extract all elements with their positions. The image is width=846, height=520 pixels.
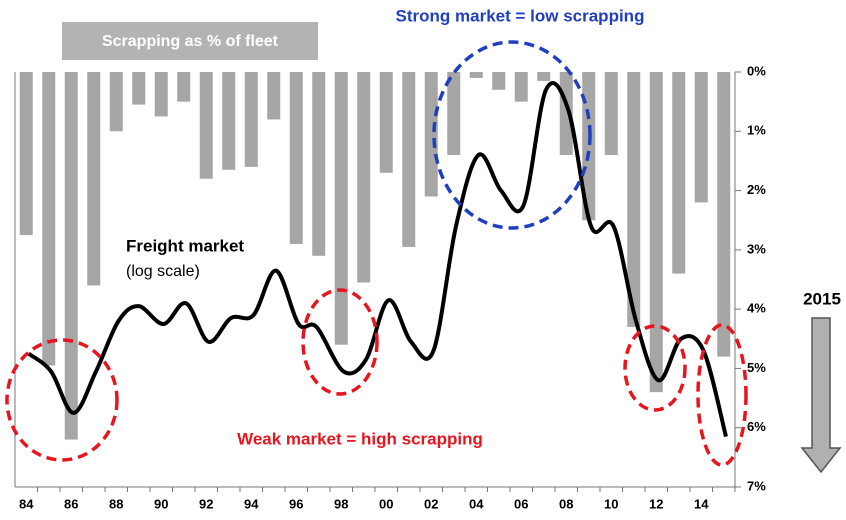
bar <box>244 72 258 167</box>
bar <box>199 72 213 179</box>
y-tick-label: 1% <box>747 123 766 138</box>
x-tick-label: 10 <box>604 496 618 511</box>
bar <box>582 72 596 221</box>
annotation: (log scale) <box>126 263 200 280</box>
x-tick-label: 14 <box>694 496 709 511</box>
y-tick-label: 0% <box>747 63 766 78</box>
highlight-ellipse <box>432 40 592 230</box>
x-tick-label: 00 <box>379 496 393 511</box>
arrow <box>800 317 842 474</box>
bar <box>109 72 123 132</box>
annotation: 2015 <box>803 289 841 308</box>
bar <box>672 72 686 274</box>
x-tick-label: 12 <box>649 496 663 511</box>
bar <box>267 72 281 120</box>
bar <box>604 72 618 155</box>
bar <box>154 72 168 117</box>
x-tick-label: 94 <box>244 496 259 511</box>
chart-title: Strong market = low scrapping <box>396 6 645 25</box>
highlight-ellipse <box>696 323 748 467</box>
bar <box>222 72 236 170</box>
x-tick-label: 86 <box>64 496 78 511</box>
bar <box>469 72 483 78</box>
x-tick-label: 06 <box>514 496 528 511</box>
y-tick-label: 4% <box>747 301 766 316</box>
x-tick-label: 88 <box>109 496 123 511</box>
highlights <box>5 40 748 467</box>
bar <box>717 72 731 357</box>
y-tick-label: 7% <box>747 478 766 493</box>
bar <box>379 72 393 173</box>
highlight-ellipse <box>623 324 687 412</box>
bar <box>492 72 506 90</box>
highlight-ellipse <box>5 338 119 462</box>
annotation: Weak market = high scrapping <box>237 429 483 448</box>
bar <box>424 72 438 197</box>
bar <box>87 72 101 286</box>
bar <box>334 72 348 345</box>
bar <box>64 72 78 440</box>
x-tick-label: 04 <box>469 496 484 511</box>
line-layer <box>27 81 728 438</box>
bar <box>537 72 551 81</box>
x-tick-label: 98 <box>334 496 348 511</box>
x-tick-label: 02 <box>424 496 438 511</box>
x-tick-label: 92 <box>199 496 213 511</box>
bar <box>42 72 56 366</box>
bar <box>649 72 663 393</box>
bar <box>289 72 303 244</box>
y-tick-label: 6% <box>747 419 766 434</box>
bar <box>357 72 371 283</box>
x-tick-label: 90 <box>154 496 168 511</box>
x-tick-label: 96 <box>289 496 303 511</box>
bar <box>627 72 641 327</box>
x-tick-label: 84 <box>19 496 34 511</box>
y-tick-label: 2% <box>747 182 766 197</box>
axes-layer: 0% 1% 2% 3% 4% 5% 6% 7% 84 86 88 90 92 94 96 98 00 02 04 06… <box>14 63 766 511</box>
bar <box>132 72 146 105</box>
y-tick-label: 3% <box>747 241 766 256</box>
highlight-ellipse <box>301 288 379 396</box>
series-label: Freight market <box>126 236 244 255</box>
bar <box>19 72 33 236</box>
y-tick-label: 5% <box>747 360 766 375</box>
bar <box>312 72 326 256</box>
bar <box>694 72 708 203</box>
bar <box>177 72 191 102</box>
bar <box>402 72 416 247</box>
legend-box <box>62 22 318 60</box>
x-tick-label: 08 <box>559 496 573 511</box>
bar <box>447 72 461 155</box>
legend-label: Scrapping as % of fleet <box>102 33 279 50</box>
freight-line <box>27 81 728 438</box>
bar <box>514 72 528 102</box>
